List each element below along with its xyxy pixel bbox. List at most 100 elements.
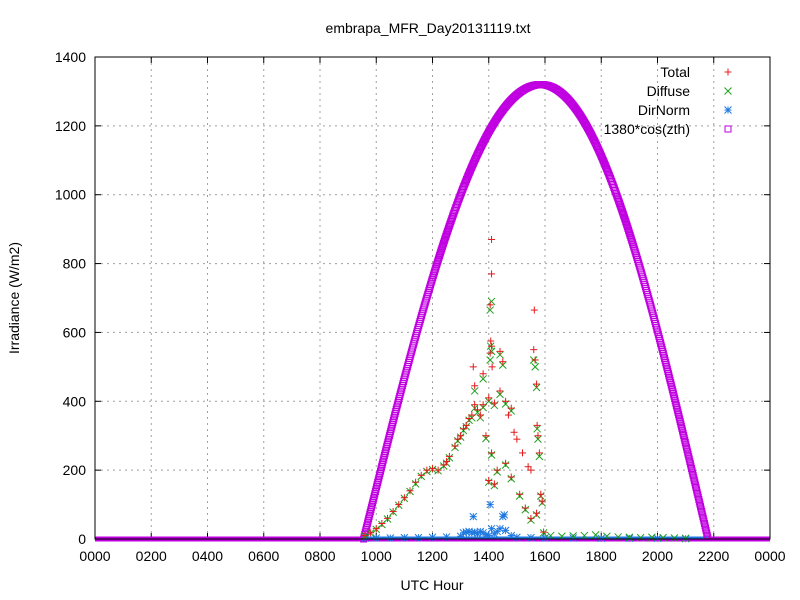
total-point bbox=[493, 466, 501, 474]
cos-zth-point bbox=[664, 370, 672, 378]
cos-zth-point bbox=[374, 476, 382, 484]
cos-zth-point bbox=[372, 485, 380, 493]
dirnorm-point bbox=[486, 500, 495, 509]
cos-zth-point bbox=[672, 399, 680, 407]
cos-zth-point bbox=[367, 506, 375, 514]
cos-zth-point bbox=[668, 383, 676, 391]
cos-zth-point bbox=[695, 498, 703, 506]
cos-zth-point bbox=[378, 463, 386, 471]
total-point bbox=[395, 501, 403, 509]
cos-zth-point bbox=[663, 363, 671, 371]
cos-zth-point bbox=[369, 497, 377, 505]
dirnorm-point bbox=[470, 528, 479, 536]
cos-zth-point bbox=[666, 374, 674, 382]
cos-zth-point bbox=[432, 262, 440, 270]
total-point bbox=[538, 497, 546, 505]
cos-zth-point bbox=[385, 432, 393, 440]
cos-zth-point bbox=[364, 517, 372, 525]
cos-zth-point bbox=[376, 467, 384, 475]
cos-zth-point bbox=[699, 515, 707, 523]
cos-zth-point bbox=[430, 268, 438, 276]
total-point bbox=[496, 347, 504, 355]
cos-zth-point bbox=[366, 510, 374, 518]
cos-zth-point bbox=[433, 259, 441, 267]
total-point bbox=[372, 525, 380, 533]
cos-zth-point bbox=[375, 472, 383, 480]
cos-zth-point bbox=[688, 464, 696, 472]
cos-zth-point bbox=[699, 512, 707, 520]
cos-zth-point bbox=[365, 512, 373, 520]
cos-zth-point bbox=[674, 408, 682, 416]
cos-zth-point bbox=[628, 237, 636, 245]
diffuse-point bbox=[648, 533, 656, 542]
x-tick-label: 0000 bbox=[79, 548, 110, 564]
legend-label: Total bbox=[660, 64, 690, 80]
total-point bbox=[417, 471, 425, 479]
total-point bbox=[531, 356, 539, 364]
cos-zth-point bbox=[682, 443, 690, 451]
cos-zth-point bbox=[627, 235, 635, 243]
cos-zth-point bbox=[675, 413, 683, 421]
cos-zth-point bbox=[371, 487, 379, 495]
cos-zth-point bbox=[686, 460, 694, 468]
cos-zth-point bbox=[667, 381, 675, 389]
cos-zth-point bbox=[380, 454, 388, 462]
cos-zth-point bbox=[675, 411, 683, 419]
cos-zth-point bbox=[389, 418, 397, 426]
legend-label: 1380*cos(zth) bbox=[604, 121, 690, 137]
diffuse-point bbox=[670, 534, 679, 542]
cos-zth-point bbox=[626, 232, 634, 240]
diffuse-point bbox=[636, 533, 645, 542]
total-point bbox=[406, 487, 414, 495]
total-point bbox=[490, 399, 498, 407]
cos-zth-point bbox=[697, 505, 705, 513]
x-tick-label: 0800 bbox=[304, 548, 335, 564]
series-dirnorm bbox=[361, 500, 690, 543]
cos-zth-point bbox=[689, 472, 697, 480]
total-point bbox=[443, 458, 451, 466]
x-tick-label: 2000 bbox=[642, 548, 673, 564]
cos-zth-point bbox=[676, 418, 684, 426]
cos-zth-point bbox=[384, 436, 392, 444]
total-point bbox=[527, 514, 535, 522]
dirnorm-point bbox=[372, 534, 381, 542]
total-point bbox=[516, 490, 524, 498]
cos-zth-point bbox=[670, 392, 678, 400]
total-point bbox=[530, 346, 538, 354]
cos-zth-point bbox=[435, 253, 443, 261]
cos-zth-point bbox=[366, 508, 374, 516]
cos-zth-point bbox=[658, 345, 666, 353]
total-point bbox=[479, 401, 487, 409]
dirnorm-point bbox=[541, 534, 549, 542]
cos-zth-point bbox=[389, 416, 397, 424]
cos-zth-point bbox=[665, 372, 673, 380]
cos-zth-point bbox=[365, 515, 373, 523]
total-point bbox=[367, 529, 375, 537]
diffuse-point bbox=[487, 297, 496, 306]
cos-zth-point bbox=[698, 507, 706, 515]
cos-zth-point bbox=[673, 406, 681, 414]
cos-zth-point bbox=[391, 410, 399, 418]
cos-zth-point bbox=[436, 252, 444, 260]
total-point bbox=[502, 397, 510, 405]
cos-zth-point bbox=[657, 339, 665, 347]
cos-zth-point bbox=[392, 405, 400, 413]
cos-zth-point bbox=[659, 350, 667, 358]
y-tick-label: 1000 bbox=[55, 187, 86, 203]
diffuse-point bbox=[470, 387, 479, 395]
cos-zth-point bbox=[388, 421, 396, 429]
cos-zth-point bbox=[688, 467, 696, 475]
cos-zth-point bbox=[700, 519, 708, 527]
cos-zth-point bbox=[691, 481, 699, 489]
total-point bbox=[510, 428, 518, 436]
cos-zth-point bbox=[702, 524, 710, 532]
cos-zth-point bbox=[437, 248, 445, 256]
cos-zth-point bbox=[703, 531, 711, 539]
cos-zth-point bbox=[687, 462, 695, 470]
cos-zth-point bbox=[697, 503, 705, 511]
total-point bbox=[482, 432, 490, 440]
total-point bbox=[485, 476, 493, 484]
cos-zth-point bbox=[680, 434, 688, 442]
